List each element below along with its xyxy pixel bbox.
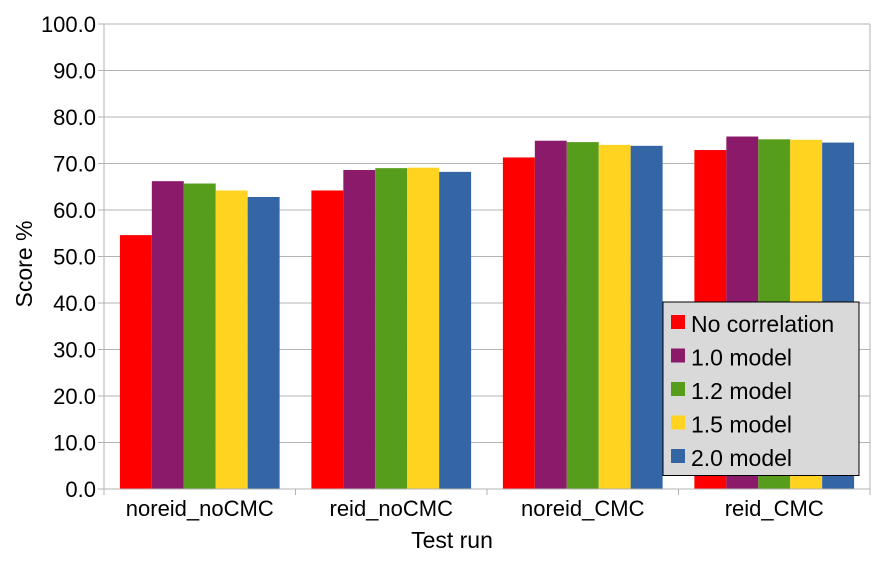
- bar: [343, 170, 376, 489]
- legend-swatch: [671, 382, 685, 396]
- legend-swatch: [671, 348, 685, 363]
- bar: [407, 167, 440, 489]
- bar: [375, 168, 408, 489]
- y-axis-ticks: 0.0 10.0 20.0 30.0 40.0 50.0 60.0 70.0 80.0 90.0 1…: [41, 12, 104, 502]
- y-tick-label: 90.0: [53, 59, 96, 84]
- legend-label: 2.0 model: [691, 445, 792, 471]
- y-tick-label: 80.0: [53, 105, 96, 130]
- bar: [598, 144, 631, 489]
- y-tick-label: 70.0: [53, 152, 96, 177]
- legend-label: 1.2 model: [691, 378, 792, 404]
- y-tick-label: 0.0: [65, 477, 96, 502]
- legend-label: No correlation: [691, 311, 834, 337]
- legend-label: 1.5 model: [691, 412, 792, 438]
- bar: [502, 157, 535, 489]
- bar: [151, 181, 184, 490]
- bar: [311, 190, 344, 489]
- bar: [630, 145, 663, 489]
- bar: [566, 142, 599, 490]
- x-axis-title: Test run: [411, 527, 493, 553]
- y-tick-label: 20.0: [53, 384, 96, 409]
- y-tick-label: 10.0: [53, 431, 96, 456]
- x-tick-label: noreid_noCMC: [126, 496, 274, 521]
- y-tick-label: 30.0: [53, 338, 96, 363]
- y-axis-title: Score %: [11, 221, 37, 308]
- x-tick-label: reid_CMC: [725, 496, 824, 521]
- x-tick-label: noreid_CMC: [521, 496, 645, 521]
- legend-swatch: [671, 449, 685, 463]
- bar: [439, 171, 472, 489]
- y-tick-label: 50.0: [53, 245, 96, 270]
- y-tick-label: 60.0: [53, 198, 96, 223]
- legend-label: 1.0 model: [691, 345, 792, 371]
- bar: [183, 183, 216, 489]
- legend-box: [662, 301, 860, 476]
- bar: [534, 140, 567, 489]
- bar: [247, 196, 280, 490]
- y-tick-label: 40.0: [53, 291, 96, 316]
- bar: [119, 235, 152, 489]
- legend-swatch: [671, 315, 685, 329]
- legend-swatch: [671, 415, 685, 430]
- x-tick-label: reid_noCMC: [330, 496, 454, 521]
- legend: No correlation 1.0 model 1.2 model 1.5 mode…: [662, 301, 860, 476]
- bar: [215, 190, 248, 489]
- y-tick-label: 100.0: [41, 12, 96, 37]
- x-axis-ticks: noreid_noCMC reid_noCMC noreid_CMC reid_CMC: [103, 489, 871, 521]
